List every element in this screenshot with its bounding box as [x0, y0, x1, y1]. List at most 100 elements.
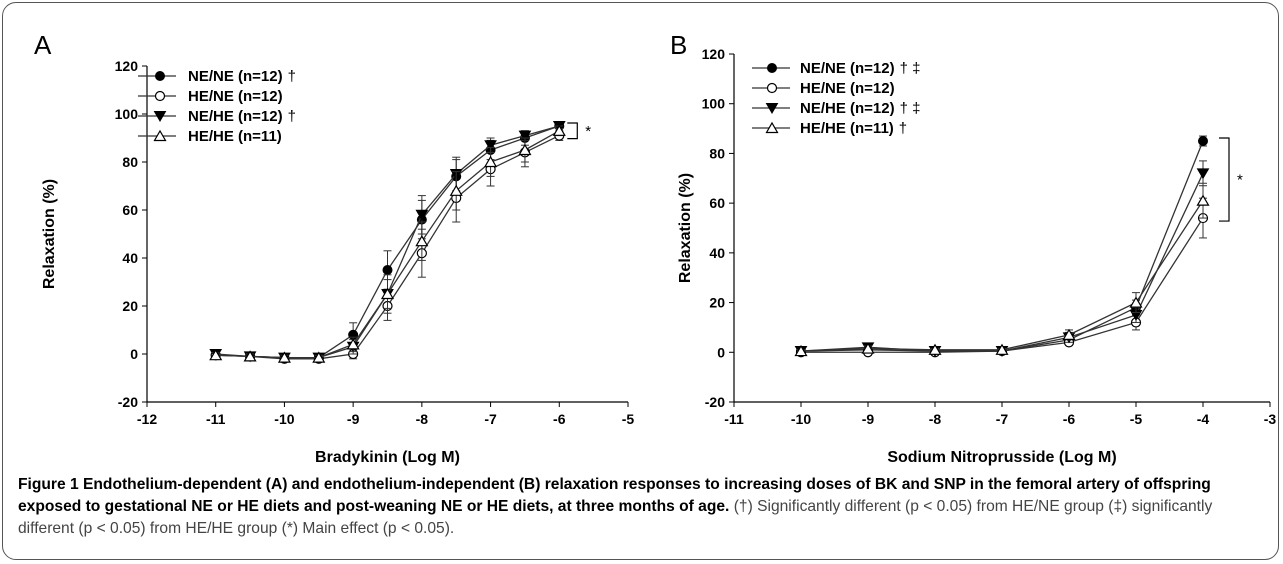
series-ne-he [209, 121, 566, 364]
data-point [277, 351, 291, 363]
data-point [928, 343, 942, 355]
legend-label: HE/NE (n=12) [800, 80, 895, 97]
y-tick-label: -20 [118, 394, 138, 410]
y-tick-label: 60 [709, 195, 725, 211]
legend-significance-mark: † [288, 68, 296, 85]
chart-panel-b: B -20 0 20 40 60 80 100 120 -11 -10 -9 -8 -7 -6 -5 -4 -3 S… [670, 30, 1276, 466]
x-tick-label: -9 [347, 411, 360, 427]
x-tick-label: -10 [791, 411, 811, 427]
series-line [800, 140, 1204, 352]
series-ne-ne [210, 121, 565, 363]
series-line [801, 217, 1204, 353]
figure-charts: A -20 0 20 40 60 80 100 120 -12 -11 -10 -9 -8 -7 -6 -5 Br… [34, 30, 1276, 466]
x-tick-label: -10 [274, 411, 294, 427]
series-he-he [209, 124, 566, 363]
data-point [449, 184, 463, 196]
legend-label: HE/HE (n=11) [188, 128, 282, 145]
panel-letter: A [34, 30, 52, 60]
legend-label: NE/NE (n=12) [188, 68, 283, 85]
y-tick-label: 40 [122, 250, 138, 266]
legend-label: HE/NE (n=12) [188, 88, 283, 105]
x-tick-label: -7 [484, 411, 497, 427]
y-tick-label: 100 [702, 96, 726, 112]
caption-title: Figure 1 [18, 476, 79, 493]
data-point [346, 338, 360, 350]
data-point [382, 265, 393, 275]
x-axis-title: Bradykinin (Log M) [315, 449, 460, 466]
x-tick-label: -11 [206, 411, 226, 427]
significance-asterisk: * [1237, 172, 1243, 189]
series-line [800, 173, 1204, 352]
data-point [1198, 136, 1208, 146]
legend-entry: HE/NE (n=12) [138, 88, 283, 105]
y-tick-label: 120 [702, 46, 726, 62]
legend-label: HE/HE (n=11) [800, 120, 894, 137]
data-point [794, 344, 808, 357]
y-tick-label: 0 [130, 346, 138, 362]
x-tick-label: -8 [416, 411, 429, 427]
legend-significance-mark: † ‡ [900, 60, 921, 77]
y-tick-label: 20 [122, 298, 138, 314]
series-line [215, 130, 560, 359]
x-tick-label: -6 [553, 411, 566, 427]
legend-entry: NE/HE (n=12) † [138, 108, 296, 125]
x-tick-label: -3 [1264, 411, 1277, 427]
series-line [800, 200, 1204, 352]
data-point [1196, 194, 1210, 206]
y-tick-label: 40 [709, 245, 725, 261]
significance-bracket [567, 122, 578, 140]
series-he-ne [210, 130, 565, 364]
legend-marker [766, 82, 778, 94]
x-tick-label: -5 [1130, 411, 1143, 427]
data-point [1129, 296, 1143, 308]
series-ne-ne [796, 135, 1208, 357]
data-point [995, 343, 1009, 355]
data-point [861, 342, 875, 354]
y-tick-label: 80 [122, 154, 138, 170]
data-point [518, 130, 532, 142]
caption-significance-notes: (†) Significantly different (p < 0.05) f… [18, 498, 1213, 537]
legend-marker [153, 129, 167, 142]
x-tick-label: -5 [622, 411, 635, 427]
x-tick-label: -4 [1197, 411, 1210, 427]
y-axis-title: Relaxation (%) [41, 179, 58, 289]
data-point [518, 143, 532, 156]
legend-marker [765, 121, 779, 134]
x-axis-title: Sodium Nitroprusside (Log M) [887, 449, 1116, 466]
series-line [215, 135, 560, 360]
legend-marker [154, 90, 166, 102]
series-ne-he [794, 160, 1210, 358]
legend-label: NE/HE (n=12) [188, 108, 283, 125]
data-point [552, 124, 566, 136]
y-tick-label: -20 [705, 394, 725, 410]
panel-letter: B [670, 30, 687, 60]
legend-label: NE/NE (n=12) [800, 60, 895, 77]
y-tick-label: 60 [122, 202, 138, 218]
y-tick-label: 0 [717, 344, 725, 360]
data-point [484, 155, 498, 168]
y-axis-title: Relaxation (%) [677, 173, 694, 283]
legend-marker [153, 111, 167, 122]
data-point [484, 140, 497, 152]
legend-entry: NE/NE (n=12) † ‡ [752, 60, 920, 77]
chart-panel-a: A -20 0 20 40 60 80 100 120 -12 -11 -10 -9 -8 -7 -6 -5 Br… [34, 30, 634, 466]
series-he-he [794, 182, 1210, 357]
legend-marker [155, 71, 165, 81]
data-point [415, 235, 429, 247]
figure-caption: Figure 1 Endothelium-dependent (A) and e… [18, 474, 1270, 540]
legend-significance-mark: † [288, 108, 296, 125]
legend-entry: NE/HE (n=12) † ‡ [752, 100, 920, 117]
series-he-ne [795, 197, 1209, 358]
x-tick-label: -6 [1063, 411, 1076, 427]
legend-entry: NE/NE (n=12) † [138, 68, 296, 85]
legend-entry: HE/HE (n=11) † [752, 120, 907, 137]
data-point [312, 351, 326, 363]
y-tick-label: 20 [709, 295, 725, 311]
y-tick-label: 120 [115, 58, 139, 74]
x-tick-label: -12 [137, 411, 157, 427]
data-point [243, 350, 257, 362]
legend-marker [765, 103, 779, 114]
data-point [1062, 328, 1076, 340]
legend-entry: HE/HE (n=11) [138, 128, 282, 145]
